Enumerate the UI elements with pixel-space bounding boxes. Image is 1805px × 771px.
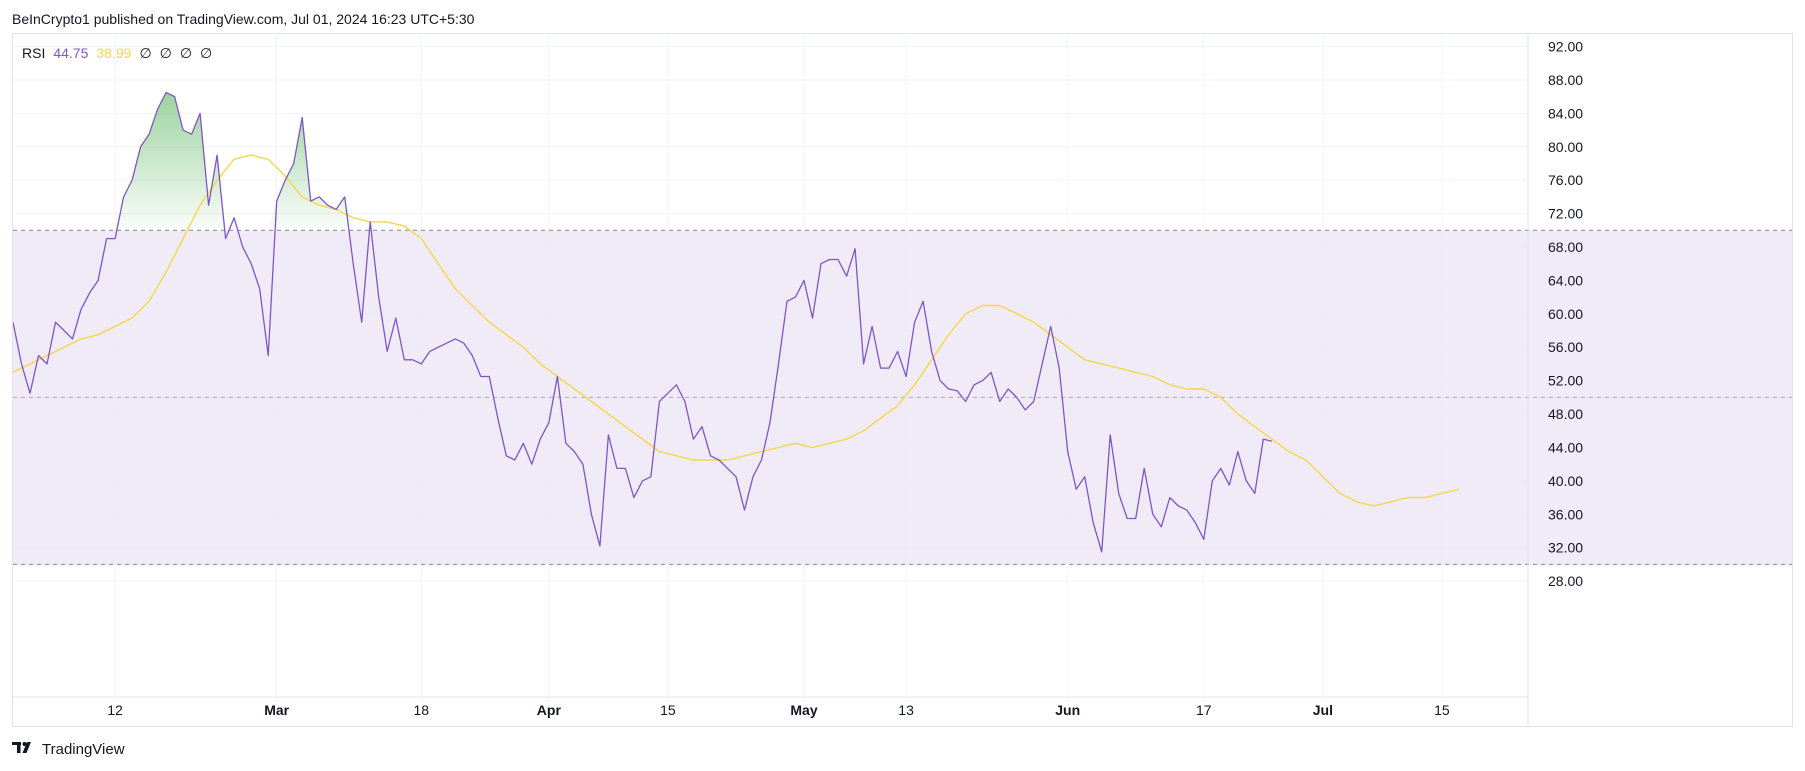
y-tick-label: 72.00 — [1548, 206, 1583, 222]
legend-na-4: ∅ — [200, 45, 213, 61]
y-tick-label: 92.00 — [1548, 39, 1583, 55]
x-tick-label: 12 — [107, 702, 123, 718]
rsi-ma-line — [13, 154, 1460, 507]
x-tick-label: Jul — [1313, 702, 1333, 718]
indicator-legend[interactable]: RSI 44.75 38.99 ∅ ∅ ∅ ∅ — [22, 45, 212, 62]
x-axis: 12 Mar 18 Apr 15 May 13 Jun 17 Jul 15 — [107, 702, 1450, 718]
overbought-fill — [13, 92, 1272, 231]
x-tick-label: 15 — [660, 702, 676, 718]
y-tick-label: 68.00 — [1548, 239, 1583, 255]
y-tick-label: 56.00 — [1548, 339, 1583, 355]
rsi-line — [13, 91, 1272, 553]
x-tick-label: 15 — [1434, 702, 1450, 718]
chart-frame — [12, 33, 1793, 727]
x-tick-label: Jun — [1055, 702, 1080, 718]
x-tick-label: May — [790, 702, 817, 718]
y-tick-label: 28.00 — [1548, 573, 1583, 589]
tradingview-logo-icon — [12, 740, 36, 758]
legend-ma-value: 38.99 — [96, 45, 132, 61]
x-tick-label: Apr — [537, 702, 562, 718]
legend-na-3: ∅ — [179, 45, 193, 61]
y-tick-label: 76.00 — [1548, 172, 1583, 188]
x-tick-label: 18 — [413, 702, 429, 718]
y-tick-label: 64.00 — [1548, 272, 1583, 288]
legend-na-1: ∅ — [139, 45, 152, 61]
y-tick-label: 60.00 — [1548, 306, 1583, 322]
y-tick-label: 48.00 — [1548, 406, 1583, 422]
y-tick-label: 88.00 — [1548, 72, 1583, 88]
y-tick-label: 84.00 — [1548, 105, 1583, 121]
y-tick-label: 44.00 — [1548, 439, 1583, 455]
brand-footer[interactable]: TradingView — [12, 740, 125, 758]
x-tick-label: 17 — [1196, 702, 1212, 718]
y-axis: 92.00 88.00 84.00 80.00 76.00 72.00 68.00 64.00… — [1548, 39, 1583, 590]
brand-name: TradingView — [42, 740, 125, 758]
y-tick-label: 80.00 — [1548, 139, 1583, 155]
legend-na-2: ∅ — [159, 45, 172, 61]
y-tick-label: 32.00 — [1548, 540, 1583, 556]
y-tick-label: 52.00 — [1548, 373, 1583, 389]
publish-info: BeInCrypto1 published on TradingView.com… — [12, 11, 475, 27]
x-tick-label: 13 — [898, 702, 914, 718]
legend-rsi-value: 44.75 — [53, 45, 89, 61]
y-tick-label: 36.00 — [1548, 506, 1583, 522]
y-tick-label: 40.00 — [1548, 473, 1583, 489]
x-tick-label: Mar — [264, 702, 289, 718]
legend-name: RSI — [22, 45, 46, 61]
